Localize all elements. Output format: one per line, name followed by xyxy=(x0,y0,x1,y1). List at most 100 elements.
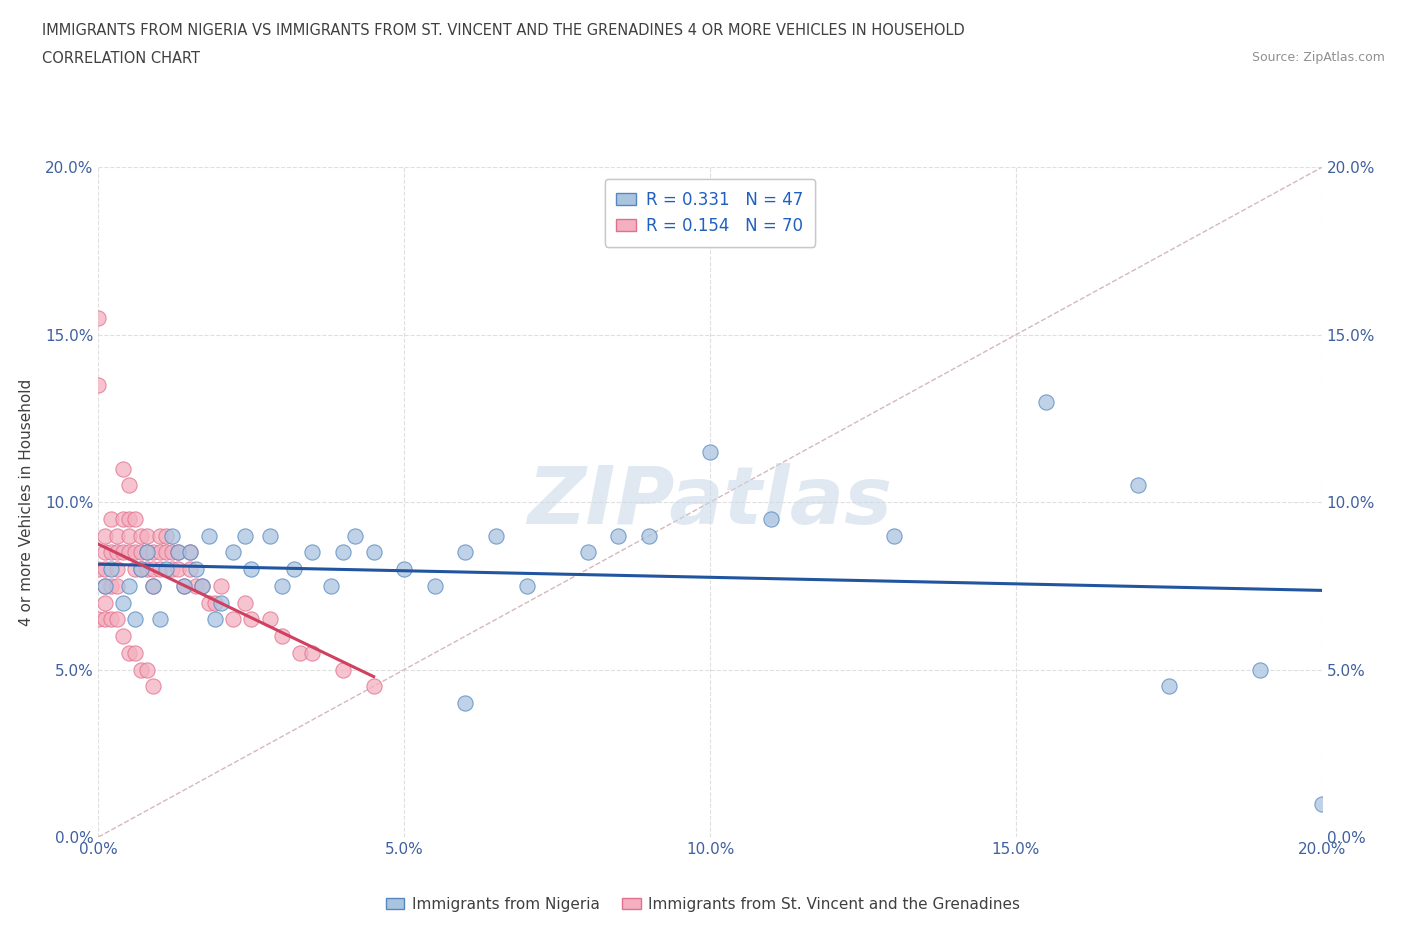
Point xyxy=(124,545,146,560)
Point xyxy=(111,545,134,560)
Point xyxy=(149,528,172,543)
Point xyxy=(167,545,190,560)
Point xyxy=(111,629,134,644)
Point xyxy=(883,528,905,543)
Point xyxy=(197,595,219,610)
Point xyxy=(1157,679,1180,694)
Point xyxy=(209,578,232,593)
Point xyxy=(136,545,159,560)
Point xyxy=(149,545,172,560)
Point xyxy=(454,545,477,560)
Point xyxy=(1249,662,1271,677)
Point xyxy=(222,612,245,627)
Point xyxy=(160,562,183,577)
Point xyxy=(259,612,281,627)
Point xyxy=(100,512,122,526)
Point xyxy=(516,578,538,593)
Point xyxy=(423,578,446,593)
Point xyxy=(363,679,385,694)
Point xyxy=(124,645,146,660)
Point xyxy=(173,578,195,593)
Text: IMMIGRANTS FROM NIGERIA VS IMMIGRANTS FROM ST. VINCENT AND THE GRENADINES 4 OR M: IMMIGRANTS FROM NIGERIA VS IMMIGRANTS FR… xyxy=(42,23,965,38)
Y-axis label: 4 or more Vehicles in Household: 4 or more Vehicles in Household xyxy=(20,379,34,626)
Point xyxy=(118,512,141,526)
Point xyxy=(129,528,152,543)
Point xyxy=(167,562,190,577)
Point xyxy=(191,578,214,593)
Point xyxy=(136,528,159,543)
Point xyxy=(93,578,115,593)
Point xyxy=(87,562,110,577)
Point xyxy=(93,545,115,560)
Point xyxy=(111,595,134,610)
Point xyxy=(129,662,152,677)
Point xyxy=(129,562,152,577)
Point xyxy=(233,528,256,543)
Point xyxy=(197,528,219,543)
Point xyxy=(136,662,159,677)
Point xyxy=(699,445,721,459)
Point xyxy=(118,578,141,593)
Point xyxy=(392,562,416,577)
Point xyxy=(179,545,201,560)
Point xyxy=(111,461,134,476)
Point xyxy=(1035,394,1057,409)
Point xyxy=(1128,478,1150,493)
Point xyxy=(270,629,292,644)
Point xyxy=(105,545,128,560)
Point xyxy=(222,545,245,560)
Point xyxy=(204,612,226,627)
Point xyxy=(454,696,477,711)
Text: Source: ZipAtlas.com: Source: ZipAtlas.com xyxy=(1251,51,1385,64)
Point xyxy=(1310,796,1333,811)
Point xyxy=(105,612,128,627)
Point xyxy=(155,528,177,543)
Point xyxy=(100,545,122,560)
Point xyxy=(105,578,128,593)
Point xyxy=(124,562,146,577)
Point xyxy=(142,562,165,577)
Point xyxy=(155,562,177,577)
Point xyxy=(167,545,190,560)
Point xyxy=(160,545,183,560)
Point xyxy=(136,562,159,577)
Point xyxy=(142,545,165,560)
Text: CORRELATION CHART: CORRELATION CHART xyxy=(42,51,200,66)
Point xyxy=(270,578,292,593)
Point xyxy=(118,645,141,660)
Point xyxy=(173,578,195,593)
Point xyxy=(204,595,226,610)
Point xyxy=(186,562,208,577)
Point xyxy=(129,562,152,577)
Point xyxy=(124,512,146,526)
Point xyxy=(186,578,208,593)
Point xyxy=(332,662,354,677)
Point xyxy=(129,545,152,560)
Point xyxy=(105,562,128,577)
Point xyxy=(155,545,177,560)
Point xyxy=(87,612,110,627)
Point xyxy=(240,562,263,577)
Point xyxy=(637,528,661,543)
Point xyxy=(93,528,115,543)
Point xyxy=(363,545,385,560)
Point xyxy=(93,595,115,610)
Point xyxy=(93,612,115,627)
Point xyxy=(93,578,115,593)
Point xyxy=(142,578,165,593)
Point xyxy=(233,595,256,610)
Point xyxy=(332,545,354,560)
Point xyxy=(485,528,508,543)
Point xyxy=(240,612,263,627)
Point xyxy=(136,545,159,560)
Point xyxy=(301,545,323,560)
Point xyxy=(118,478,141,493)
Point xyxy=(142,578,165,593)
Text: ZIPatlas: ZIPatlas xyxy=(527,463,893,541)
Point xyxy=(179,545,201,560)
Point xyxy=(301,645,323,660)
Point xyxy=(87,378,110,392)
Point xyxy=(209,595,232,610)
Legend: Immigrants from Nigeria, Immigrants from St. Vincent and the Grenadines: Immigrants from Nigeria, Immigrants from… xyxy=(380,891,1026,918)
Point xyxy=(191,578,214,593)
